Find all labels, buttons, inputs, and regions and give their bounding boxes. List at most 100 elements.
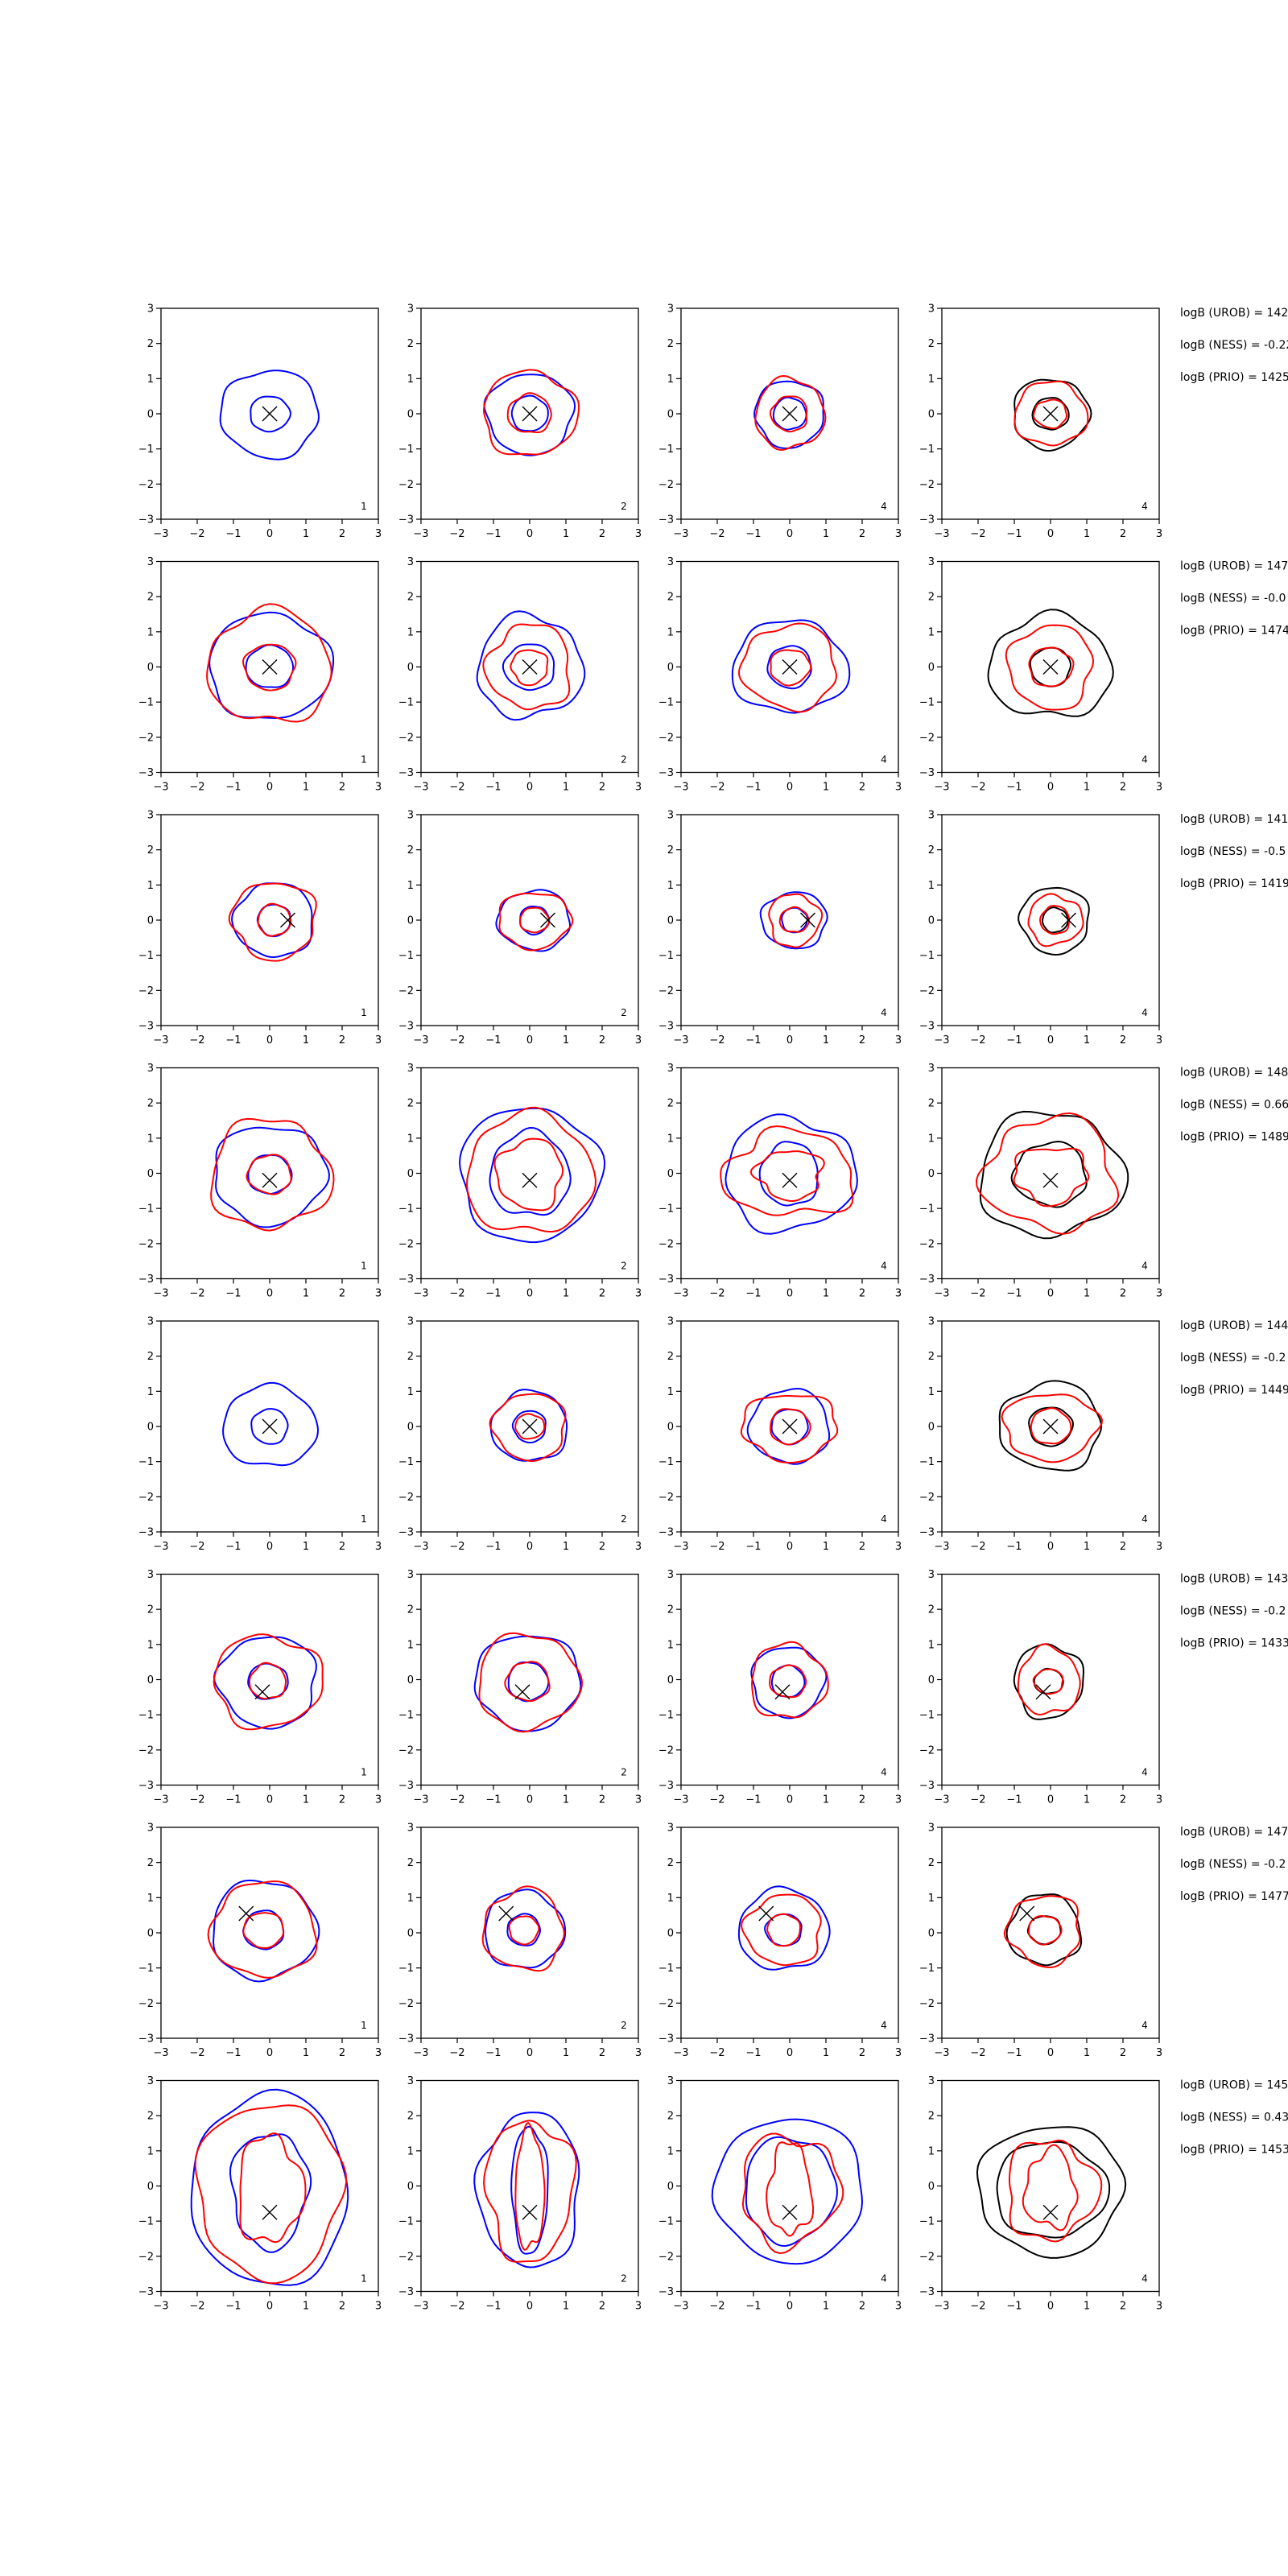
x-tick-label: 3	[895, 2047, 902, 2059]
y-tick-label: 2	[928, 1351, 935, 1363]
x-tick-label: −1	[225, 782, 241, 794]
y-tick-label: −3	[138, 1021, 154, 1033]
contour-line	[1027, 893, 1084, 947]
contour-line	[764, 1913, 803, 1947]
contour-line	[1039, 905, 1071, 935]
x-tick-label: 0	[786, 1794, 793, 1806]
x-tick-label: −1	[225, 528, 241, 540]
y-tick-label: −2	[138, 732, 154, 744]
y-tick-label: −2	[919, 1744, 935, 1757]
y-tick-label: 0	[147, 915, 154, 927]
axes-frame	[160, 1827, 379, 2039]
contour-line	[508, 1915, 540, 1946]
y-tick-label: 1	[147, 626, 154, 638]
y-tick-label: 3	[667, 2075, 674, 2087]
contour-line	[738, 622, 837, 713]
contour-line	[731, 619, 851, 714]
x-tick-label: 3	[1156, 1288, 1162, 1300]
true-value-marker	[1042, 406, 1059, 422]
x-tick-label: 1	[563, 2047, 569, 2059]
panel-label: 1	[361, 2273, 367, 2285]
x-tick-label: −2	[709, 1541, 724, 1553]
true-value-marker	[262, 1172, 278, 1188]
y-tick-label: 1	[928, 2145, 935, 2157]
panel-label: 1	[361, 1261, 367, 1272]
panel-label: 2	[621, 1007, 627, 1018]
y-tick-label: 2	[667, 2111, 674, 2123]
contour-line	[1031, 397, 1070, 431]
y-tick-label: −3	[398, 1274, 414, 1286]
x-tick-label: 1	[563, 1288, 569, 1300]
x-tick-label: −1	[1006, 1794, 1022, 1806]
x-tick-label: −3	[673, 1794, 688, 1806]
x-tick-label: 1	[1084, 1541, 1090, 1553]
y-tick-label: −3	[919, 1021, 935, 1033]
x-tick-label: −2	[449, 528, 464, 540]
x-tick-label: −2	[189, 1034, 204, 1046]
x-tick-label: 2	[339, 528, 345, 540]
x-tick-label: 1	[563, 1794, 569, 1806]
x-tick-label: −1	[745, 2047, 761, 2059]
y-tick-label: −3	[919, 1780, 935, 1792]
x-tick-label: −2	[189, 782, 204, 794]
contour-line	[502, 643, 555, 691]
contour-line	[465, 1106, 597, 1233]
x-tick-label: −3	[934, 782, 949, 794]
contour-line	[511, 1410, 547, 1444]
contour-line	[770, 1664, 806, 1698]
x-tick-label: 0	[786, 782, 793, 794]
y-tick-label: −1	[398, 1456, 414, 1468]
x-tick-label: −3	[413, 2047, 428, 2059]
y-tick-label: 1	[667, 1893, 674, 1905]
true-value-marker	[540, 912, 555, 928]
contour-line	[514, 2122, 546, 2251]
x-tick-label: 3	[375, 2047, 382, 2059]
contour-line	[770, 395, 808, 433]
x-tick-label: 1	[1084, 528, 1090, 540]
x-tick-label: 3	[1156, 2301, 1162, 2313]
y-tick-label: 1	[147, 1639, 154, 1651]
x-tick-label: 2	[1120, 1288, 1126, 1300]
y-tick-label: −1	[398, 1710, 414, 1722]
y-tick-label: 3	[407, 810, 414, 822]
true-value-marker	[1042, 1418, 1059, 1435]
y-tick-label: 3	[407, 303, 414, 316]
x-tick-label: −2	[709, 782, 724, 794]
y-tick-label: −3	[658, 514, 674, 526]
contour-line	[1030, 1407, 1072, 1445]
y-tick-label: −3	[658, 767, 674, 779]
y-tick-label: 0	[147, 2181, 154, 2193]
y-tick-label: −1	[919, 1203, 935, 1216]
panel-label: 4	[1141, 754, 1148, 766]
contour-line	[242, 643, 297, 691]
y-tick-label: −1	[398, 697, 414, 709]
panel-label: 4	[881, 1007, 887, 1018]
y-tick-label: 3	[147, 2075, 154, 2087]
x-tick-label: 3	[635, 782, 642, 794]
x-tick-label: 2	[859, 2301, 865, 2313]
x-tick-label: −1	[485, 528, 501, 540]
panel-r8-c4: −3 −3 −2 −2 −1 −1 0 0 1 1 2 2 3 3 4	[919, 2075, 1162, 2313]
x-tick-label: −3	[153, 528, 168, 540]
contour-line	[473, 2112, 580, 2268]
x-tick-label: 2	[859, 2047, 865, 2059]
panel-r1-c1: −3 −3 −2 −2 −1 −1 0 0 1 1 2 2 3 3 1	[138, 303, 382, 541]
x-tick-label: 2	[859, 1288, 865, 1300]
contour-line	[753, 380, 824, 449]
y-tick-label: −2	[138, 1998, 154, 2010]
y-tick-label: 2	[147, 592, 154, 604]
y-tick-label: 2	[928, 844, 935, 857]
axes-frame	[420, 1827, 639, 2039]
x-tick-label: −2	[449, 1288, 464, 1300]
annotation-text: logB (PRIO) = 1433	[1180, 1637, 1288, 1650]
x-tick-label: 3	[375, 1288, 382, 1300]
panel-r7-c1: −3−3 −2 −2 −1 −1 0 0 1 1 2 2 3 3 1	[138, 1823, 382, 2060]
panel-label: 2	[621, 1767, 627, 1778]
x-tick-label: −2	[709, 1794, 724, 1806]
y-tick-label: 3	[147, 1316, 154, 1328]
panel-label: 4	[1141, 1261, 1148, 1272]
y-tick-label: −1	[658, 1710, 674, 1722]
panel-label: 4	[881, 1261, 887, 1272]
y-tick-label: −2	[658, 732, 674, 744]
x-tick-label: −3	[673, 528, 688, 540]
